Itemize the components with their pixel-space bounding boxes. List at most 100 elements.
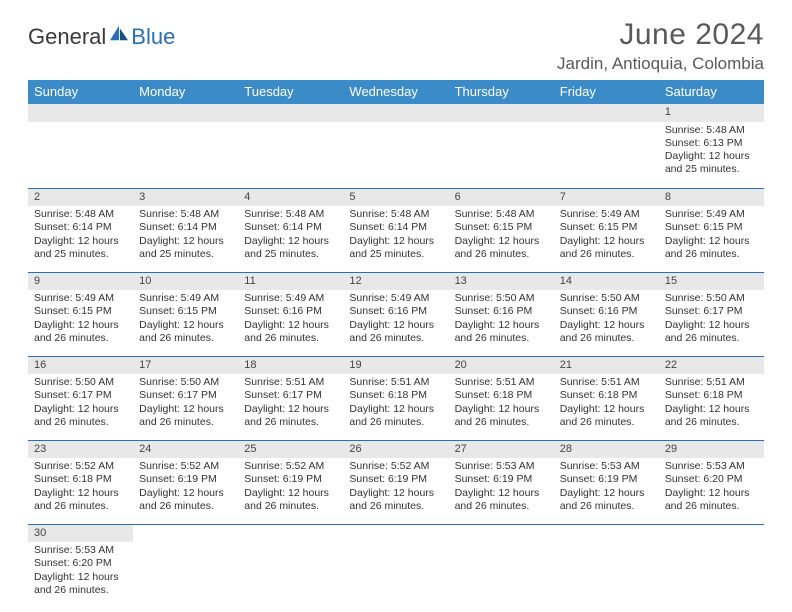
day-details: Sunrise: 5:52 AMSunset: 6:19 PMDaylight:…	[238, 458, 343, 517]
day-number	[449, 525, 554, 543]
day-number: 3	[133, 189, 238, 207]
calendar-cell: 12Sunrise: 5:49 AMSunset: 6:16 PMDayligh…	[343, 272, 448, 356]
day-number: 12	[343, 273, 448, 291]
calendar-week-row: 9Sunrise: 5:49 AMSunset: 6:15 PMDaylight…	[28, 272, 764, 356]
calendar-cell: 8Sunrise: 5:49 AMSunset: 6:15 PMDaylight…	[659, 188, 764, 272]
calendar-cell: 27Sunrise: 5:53 AMSunset: 6:19 PMDayligh…	[449, 440, 554, 524]
day-details: Sunrise: 5:48 AMSunset: 6:14 PMDaylight:…	[133, 206, 238, 265]
weekday-header: Friday	[554, 80, 659, 104]
header: General Blue June 2024 Jardin, Antioquia…	[28, 18, 764, 74]
day-number: 6	[449, 189, 554, 207]
day-number	[238, 104, 343, 122]
day-number	[659, 525, 764, 543]
calendar-week-row: 2Sunrise: 5:48 AMSunset: 6:14 PMDaylight…	[28, 188, 764, 272]
logo-sail-icon	[108, 24, 130, 42]
day-number: 2	[28, 189, 133, 207]
calendar-week-row: 16Sunrise: 5:50 AMSunset: 6:17 PMDayligh…	[28, 356, 764, 440]
calendar-cell: 4Sunrise: 5:48 AMSunset: 6:14 PMDaylight…	[238, 188, 343, 272]
day-number: 30	[28, 525, 133, 543]
calendar-cell	[343, 104, 448, 188]
day-number: 4	[238, 189, 343, 207]
calendar-cell	[449, 524, 554, 608]
day-number: 19	[343, 357, 448, 375]
calendar-cell: 14Sunrise: 5:50 AMSunset: 6:16 PMDayligh…	[554, 272, 659, 356]
logo-text-1: General	[28, 24, 106, 50]
day-number: 11	[238, 273, 343, 291]
calendar-cell: 30Sunrise: 5:53 AMSunset: 6:20 PMDayligh…	[28, 524, 133, 608]
day-number: 8	[659, 189, 764, 207]
calendar-cell: 22Sunrise: 5:51 AMSunset: 6:18 PMDayligh…	[659, 356, 764, 440]
day-details: Sunrise: 5:50 AMSunset: 6:17 PMDaylight:…	[659, 290, 764, 349]
calendar-cell	[659, 524, 764, 608]
calendar-cell	[449, 104, 554, 188]
calendar-cell	[238, 524, 343, 608]
day-details: Sunrise: 5:49 AMSunset: 6:15 PMDaylight:…	[133, 290, 238, 349]
calendar-cell: 20Sunrise: 5:51 AMSunset: 6:18 PMDayligh…	[449, 356, 554, 440]
day-details: Sunrise: 5:50 AMSunset: 6:17 PMDaylight:…	[28, 374, 133, 433]
day-details: Sunrise: 5:52 AMSunset: 6:19 PMDaylight:…	[343, 458, 448, 517]
day-number: 5	[343, 189, 448, 207]
month-title: June 2024	[557, 18, 764, 52]
day-number: 10	[133, 273, 238, 291]
day-details: Sunrise: 5:52 AMSunset: 6:19 PMDaylight:…	[133, 458, 238, 517]
day-details: Sunrise: 5:53 AMSunset: 6:20 PMDaylight:…	[28, 542, 133, 601]
calendar-cell: 7Sunrise: 5:49 AMSunset: 6:15 PMDaylight…	[554, 188, 659, 272]
day-number: 18	[238, 357, 343, 375]
day-number: 28	[554, 441, 659, 459]
calendar-cell: 18Sunrise: 5:51 AMSunset: 6:17 PMDayligh…	[238, 356, 343, 440]
day-number: 27	[449, 441, 554, 459]
day-details: Sunrise: 5:49 AMSunset: 6:16 PMDaylight:…	[343, 290, 448, 349]
day-number: 26	[343, 441, 448, 459]
calendar-cell: 13Sunrise: 5:50 AMSunset: 6:16 PMDayligh…	[449, 272, 554, 356]
day-number: 25	[238, 441, 343, 459]
calendar-cell: 17Sunrise: 5:50 AMSunset: 6:17 PMDayligh…	[133, 356, 238, 440]
weekday-header: Saturday	[659, 80, 764, 104]
day-details: Sunrise: 5:51 AMSunset: 6:17 PMDaylight:…	[238, 374, 343, 433]
day-number	[133, 104, 238, 122]
day-number: 14	[554, 273, 659, 291]
day-number	[554, 525, 659, 543]
logo: General Blue	[28, 18, 175, 50]
calendar-cell: 21Sunrise: 5:51 AMSunset: 6:18 PMDayligh…	[554, 356, 659, 440]
logo-text-2: Blue	[131, 24, 175, 50]
day-number: 17	[133, 357, 238, 375]
day-details: Sunrise: 5:50 AMSunset: 6:17 PMDaylight:…	[133, 374, 238, 433]
day-details: Sunrise: 5:49 AMSunset: 6:15 PMDaylight:…	[659, 206, 764, 265]
calendar-week-row: 1Sunrise: 5:48 AMSunset: 6:13 PMDaylight…	[28, 104, 764, 188]
day-number: 20	[449, 357, 554, 375]
day-details: Sunrise: 5:48 AMSunset: 6:14 PMDaylight:…	[343, 206, 448, 265]
calendar-table: Sunday Monday Tuesday Wednesday Thursday…	[28, 80, 764, 608]
day-number	[343, 525, 448, 543]
day-details: Sunrise: 5:51 AMSunset: 6:18 PMDaylight:…	[343, 374, 448, 433]
title-block: June 2024 Jardin, Antioquia, Colombia	[557, 18, 764, 74]
calendar-cell: 28Sunrise: 5:53 AMSunset: 6:19 PMDayligh…	[554, 440, 659, 524]
day-number: 22	[659, 357, 764, 375]
calendar-week-row: 30Sunrise: 5:53 AMSunset: 6:20 PMDayligh…	[28, 524, 764, 608]
weekday-header: Tuesday	[238, 80, 343, 104]
day-details: Sunrise: 5:49 AMSunset: 6:15 PMDaylight:…	[28, 290, 133, 349]
calendar-cell: 10Sunrise: 5:49 AMSunset: 6:15 PMDayligh…	[133, 272, 238, 356]
day-number: 21	[554, 357, 659, 375]
day-number	[449, 104, 554, 122]
calendar-cell: 2Sunrise: 5:48 AMSunset: 6:14 PMDaylight…	[28, 188, 133, 272]
calendar-cell: 24Sunrise: 5:52 AMSunset: 6:19 PMDayligh…	[133, 440, 238, 524]
calendar-cell	[554, 104, 659, 188]
day-number: 7	[554, 189, 659, 207]
calendar-cell	[133, 524, 238, 608]
weekday-header: Monday	[133, 80, 238, 104]
calendar-cell: 26Sunrise: 5:52 AMSunset: 6:19 PMDayligh…	[343, 440, 448, 524]
day-details: Sunrise: 5:49 AMSunset: 6:15 PMDaylight:…	[554, 206, 659, 265]
calendar-week-row: 23Sunrise: 5:52 AMSunset: 6:18 PMDayligh…	[28, 440, 764, 524]
day-details: Sunrise: 5:52 AMSunset: 6:18 PMDaylight:…	[28, 458, 133, 517]
day-details: Sunrise: 5:51 AMSunset: 6:18 PMDaylight:…	[659, 374, 764, 433]
location: Jardin, Antioquia, Colombia	[557, 54, 764, 74]
day-number	[343, 104, 448, 122]
calendar-cell: 15Sunrise: 5:50 AMSunset: 6:17 PMDayligh…	[659, 272, 764, 356]
day-number	[554, 104, 659, 122]
day-details: Sunrise: 5:53 AMSunset: 6:19 PMDaylight:…	[554, 458, 659, 517]
day-details: Sunrise: 5:48 AMSunset: 6:14 PMDaylight:…	[238, 206, 343, 265]
day-number: 15	[659, 273, 764, 291]
calendar-cell: 1Sunrise: 5:48 AMSunset: 6:13 PMDaylight…	[659, 104, 764, 188]
day-details: Sunrise: 5:51 AMSunset: 6:18 PMDaylight:…	[554, 374, 659, 433]
calendar-cell: 25Sunrise: 5:52 AMSunset: 6:19 PMDayligh…	[238, 440, 343, 524]
